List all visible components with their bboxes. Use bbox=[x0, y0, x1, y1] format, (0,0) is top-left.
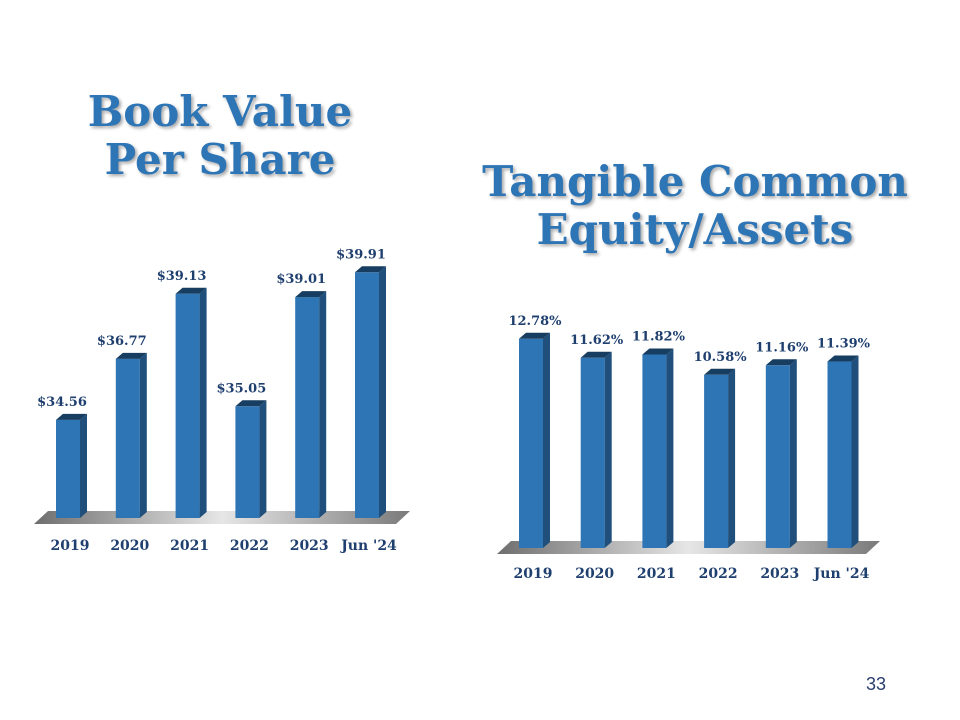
data-label: 12.78% bbox=[508, 314, 562, 329]
bar bbox=[115, 352, 147, 518]
bar bbox=[580, 351, 612, 548]
bar bbox=[642, 348, 674, 548]
bar-top bbox=[580, 351, 612, 358]
bar-top bbox=[827, 355, 859, 362]
bar-side bbox=[139, 352, 147, 518]
bar-top bbox=[115, 352, 147, 359]
bar-top bbox=[519, 332, 550, 339]
bar bbox=[56, 413, 87, 518]
bar-front bbox=[355, 272, 379, 518]
chart-title-line: Equity/Assets bbox=[536, 205, 854, 255]
bar-front bbox=[175, 293, 200, 518]
chart-title-book-value: Book Value Per Share bbox=[40, 87, 400, 185]
tick-label: Jun '24 bbox=[339, 538, 397, 554]
bar-side bbox=[319, 291, 327, 518]
bar-side bbox=[80, 413, 87, 518]
bar-side bbox=[199, 287, 207, 518]
bar bbox=[295, 291, 327, 518]
data-label: 11.39% bbox=[817, 337, 871, 352]
bar-side bbox=[604, 351, 612, 548]
bar-front bbox=[765, 365, 790, 548]
bar-front bbox=[704, 374, 729, 548]
bar-top bbox=[355, 266, 386, 273]
data-label: 11.62% bbox=[570, 333, 624, 348]
bar-front bbox=[56, 419, 80, 518]
bar-top bbox=[704, 368, 736, 375]
tick-label: Jun '24 bbox=[812, 566, 870, 582]
tick-label: 2023 bbox=[760, 566, 799, 582]
bar bbox=[765, 359, 797, 548]
bar-side bbox=[851, 355, 859, 548]
bar bbox=[827, 355, 859, 548]
data-label: 11.82% bbox=[632, 330, 686, 345]
bar-side bbox=[379, 266, 386, 518]
chart-floor bbox=[497, 541, 880, 554]
tick-label: 2021 bbox=[170, 538, 209, 554]
chart-title-line: Tangible Common bbox=[482, 157, 908, 206]
bar-top bbox=[175, 287, 207, 294]
tick-label: 2021 bbox=[637, 566, 676, 582]
bar-top bbox=[235, 400, 267, 407]
data-label: $39.91 bbox=[336, 247, 386, 262]
chart-title-line: Per Share bbox=[104, 135, 336, 185]
bar-front bbox=[295, 297, 320, 518]
bar-top bbox=[765, 359, 797, 366]
tick-label: 2020 bbox=[575, 566, 614, 582]
bar-side bbox=[728, 368, 736, 548]
bar-side bbox=[543, 332, 550, 548]
bar bbox=[175, 287, 207, 518]
bar-front bbox=[580, 357, 605, 548]
tick-label: 2019 bbox=[51, 538, 90, 554]
tick-label: 2020 bbox=[110, 538, 149, 554]
bar-front bbox=[519, 338, 543, 548]
bar-front bbox=[642, 354, 667, 548]
bar-front bbox=[115, 358, 140, 518]
data-label: 10.58% bbox=[694, 350, 748, 365]
data-label: $36.77 bbox=[97, 334, 147, 349]
data-label: $39.01 bbox=[276, 272, 326, 287]
bar-top bbox=[56, 413, 87, 420]
bar bbox=[519, 332, 550, 548]
data-label: 11.16% bbox=[755, 340, 809, 355]
bar-front bbox=[235, 406, 260, 518]
bar-top bbox=[642, 348, 674, 355]
chart-title-tangible-equity: Tangible Common Equity/Assets bbox=[455, 157, 935, 255]
bar-side bbox=[666, 348, 674, 548]
tick-label: 2022 bbox=[699, 566, 738, 582]
bar-side bbox=[259, 400, 267, 518]
tick-label: 2019 bbox=[514, 566, 553, 582]
bar-top bbox=[295, 291, 327, 298]
data-label: $35.05 bbox=[217, 381, 267, 396]
bar bbox=[704, 368, 736, 548]
bar bbox=[355, 266, 386, 518]
data-label: $34.56 bbox=[37, 395, 87, 410]
bar bbox=[235, 400, 267, 518]
page-number: 33 bbox=[865, 674, 886, 694]
tick-label: 2023 bbox=[290, 538, 329, 554]
tick-label: 2022 bbox=[230, 538, 269, 554]
chart-title-line: Book Value bbox=[87, 87, 353, 136]
bar-front bbox=[827, 361, 852, 548]
bar-side bbox=[789, 359, 797, 548]
data-label: $39.13 bbox=[157, 269, 207, 284]
